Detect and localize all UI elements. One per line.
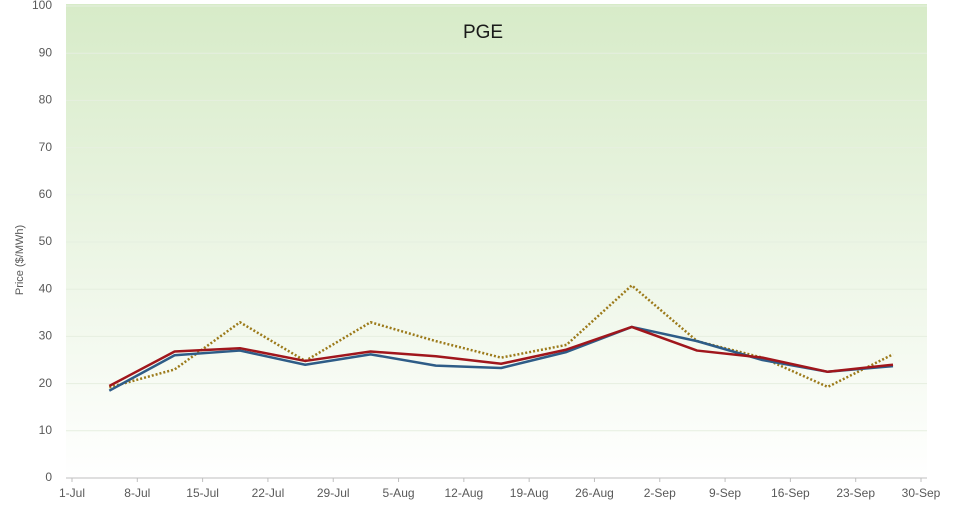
chart-title: PGE [463, 22, 503, 43]
y-tick-label: 70 [39, 140, 53, 154]
x-tick-label: 22-Jul [252, 486, 285, 500]
x-tick-label: 12-Aug [444, 486, 483, 500]
x-tick-label: 19-Aug [510, 486, 549, 500]
series-line [108, 284, 894, 389]
x-tick-label: 16-Sep [771, 486, 810, 500]
y-tick-label: 20 [39, 376, 53, 390]
x-tick-label: 26-Aug [575, 486, 614, 500]
x-tick-label: 5-Aug [383, 486, 415, 500]
y-tick-label: 30 [39, 329, 53, 343]
x-tick-label: 8-Jul [124, 486, 150, 500]
plot-background [66, 4, 927, 478]
x-tick-label: 9-Sep [709, 486, 741, 500]
y-tick-label: 90 [39, 45, 53, 59]
x-tick-label: 29-Jul [317, 486, 350, 500]
series-line [108, 325, 894, 388]
y-axis-label: Price ($/MWh) [14, 225, 26, 295]
x-tick-label: 15-Jul [186, 486, 219, 500]
series-line [108, 325, 894, 392]
x-tick-label: 1-Jul [59, 486, 85, 500]
y-tick-label: 0 [45, 470, 52, 484]
x-tick-label: 2-Sep [644, 486, 676, 500]
y-tick-label: 50 [39, 234, 53, 248]
x-tick-label: 23-Sep [836, 486, 875, 500]
x-tick-label: 30-Sep [902, 486, 941, 500]
y-tick-label: 10 [39, 423, 53, 437]
y-tick-label: 80 [39, 93, 53, 107]
y-tick-label: 40 [39, 281, 53, 295]
y-tick-label: 100 [32, 0, 52, 12]
y-tick-label: 60 [39, 187, 53, 201]
